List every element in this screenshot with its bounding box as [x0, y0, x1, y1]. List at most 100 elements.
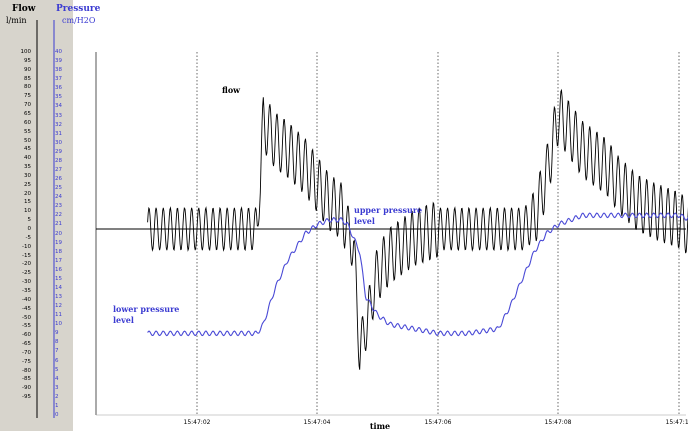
flow-tick-label: 35: [24, 164, 31, 171]
upper-pressure-annotation: upper pressure: [354, 205, 422, 215]
flow-tick-label: 15: [24, 199, 31, 206]
flow-tick-label: 95: [24, 57, 31, 64]
flow-tick-label: -75: [22, 358, 31, 365]
flow-annotation: flow: [222, 85, 241, 95]
flow-tick-label: -65: [22, 341, 31, 348]
pressure-tick-label: 5: [55, 366, 59, 373]
pressure-tick-label: 13: [55, 294, 62, 301]
flow-tick-label: 50: [24, 137, 31, 144]
pressure-tick-label: 35: [55, 94, 62, 101]
flow-tick-label: -70: [22, 349, 31, 356]
pressure-tick-label: 22: [55, 212, 62, 219]
lower-pressure-annotation-line2: level: [113, 315, 134, 325]
flow-tick-label: -5: [25, 234, 31, 241]
pressure-tick-label: 0: [55, 412, 59, 418]
pressure-tick-label: 17: [55, 257, 62, 264]
pressure-tick-label: 4: [55, 375, 59, 382]
flow-tick-label: -35: [22, 287, 31, 294]
flow-tick-label: -85: [22, 376, 31, 383]
pressure-tick-label: 14: [55, 284, 62, 291]
pressure-tick-label: 7: [55, 348, 59, 355]
pressure-series-line: [147, 212, 688, 337]
flow-tick-label: 40: [24, 155, 31, 162]
pressure-tick-label: 36: [55, 85, 62, 92]
flow-tick-label: 60: [24, 119, 31, 126]
pressure-tick-label: 19: [55, 239, 62, 246]
flow-tick-label: 5: [27, 217, 32, 224]
flow-series-line: [147, 88, 688, 370]
flow-tick-label: 45: [24, 146, 31, 153]
flow-tick-label: 65: [24, 110, 31, 117]
flow-tick-label: 90: [24, 66, 31, 73]
flow-tick-label: -90: [22, 385, 31, 392]
x-tick-label: 15:47:10: [666, 419, 688, 426]
flow-tick-label: 80: [24, 84, 31, 91]
flow-axis-unit: l/min: [6, 16, 27, 25]
series-layer: [147, 88, 688, 370]
flow-tick-label: 30: [24, 172, 31, 179]
flow-tick-label: -80: [22, 367, 31, 374]
pressure-tick-label: 30: [55, 139, 62, 146]
pressure-tick-label: 37: [55, 76, 62, 83]
pressure-tick-label: 16: [55, 266, 62, 273]
flow-tick-label: 55: [24, 128, 31, 135]
pressure-tick-label: 31: [55, 130, 62, 137]
flow-tick-label: -20: [22, 261, 31, 268]
x-tick-label: 15:47:02: [184, 419, 211, 426]
pressure-tick-label: 40: [55, 49, 62, 55]
x-tick-label: 15:47:08: [545, 419, 572, 426]
flow-tick-label: -50: [22, 314, 31, 321]
pressure-tick-label: 2: [55, 393, 59, 400]
pressure-tick-label: 32: [55, 121, 62, 128]
flow-tick-label: -25: [22, 270, 31, 277]
flow-tick-label: 75: [24, 93, 31, 100]
pressure-tick-label: 9: [55, 330, 59, 337]
upper-pressure-annotation-line2: level: [354, 216, 375, 226]
pressure-tick-label: 21: [55, 221, 62, 228]
flow-tick-label: -15: [22, 252, 31, 259]
x-tick-label: 15:47:04: [304, 419, 331, 426]
pressure-tick-label: 24: [55, 194, 62, 201]
pressure-tick-label: 6: [55, 357, 59, 364]
flow-tick-label: -60: [22, 332, 31, 339]
flow-tick-label: -45: [22, 305, 31, 312]
x-tick-labels: 15:47:02 15:47:04 15:47:06 15:47:08 15:47:10: [184, 419, 688, 426]
pressure-tick-label: 25: [55, 185, 62, 192]
flow-axis-title: Flow: [12, 4, 36, 14]
flow-tick-label: 100: [20, 49, 32, 55]
flow-tick-label: -30: [22, 279, 31, 286]
x-tick-label: 15:47:06: [425, 419, 452, 426]
pressure-tick-label: 1: [55, 402, 59, 409]
pressure-tick-label: 15: [55, 275, 62, 282]
flow-tick-label: 0: [27, 226, 32, 232]
pressure-axis-unit: cm/H2O: [62, 16, 96, 25]
pressure-tick-label: 33: [55, 112, 62, 119]
flow-tick-label: -95: [22, 394, 31, 401]
flow-tick-label: 10: [24, 208, 31, 215]
pressure-tick-label: 12: [55, 303, 62, 310]
pressure-tick-label: 8: [55, 339, 59, 346]
pressure-tick-label: 39: [55, 58, 62, 65]
pressure-tick-label: 23: [55, 203, 62, 210]
flow-tick-label: 20: [24, 190, 31, 197]
x-axis-label: time: [370, 421, 390, 431]
pressure-tick-label: 10: [55, 321, 62, 328]
pressure-tick-label: 29: [55, 148, 62, 155]
pressure-tick-label: 34: [55, 103, 62, 110]
pressure-tick-label: 38: [55, 67, 62, 74]
pressure-tick-label: 18: [55, 248, 62, 255]
pressure-axis-title: Pressure: [56, 4, 101, 14]
pressure-tick-label: 3: [55, 384, 59, 391]
lower-pressure-annotation: lower pressure: [113, 304, 179, 314]
pressure-tick-label: 28: [55, 157, 62, 164]
flow-tick-label: -40: [22, 296, 31, 303]
flow-tick-label: -55: [22, 323, 31, 330]
flow-tick-label: -10: [22, 243, 31, 250]
pressure-tick-label: 20: [55, 230, 62, 237]
grid-lines: [196, 52, 680, 415]
pressure-tick-label: 27: [55, 166, 62, 173]
flow-tick-label: 25: [24, 181, 31, 188]
pressure-tick-label: 11: [55, 312, 62, 319]
